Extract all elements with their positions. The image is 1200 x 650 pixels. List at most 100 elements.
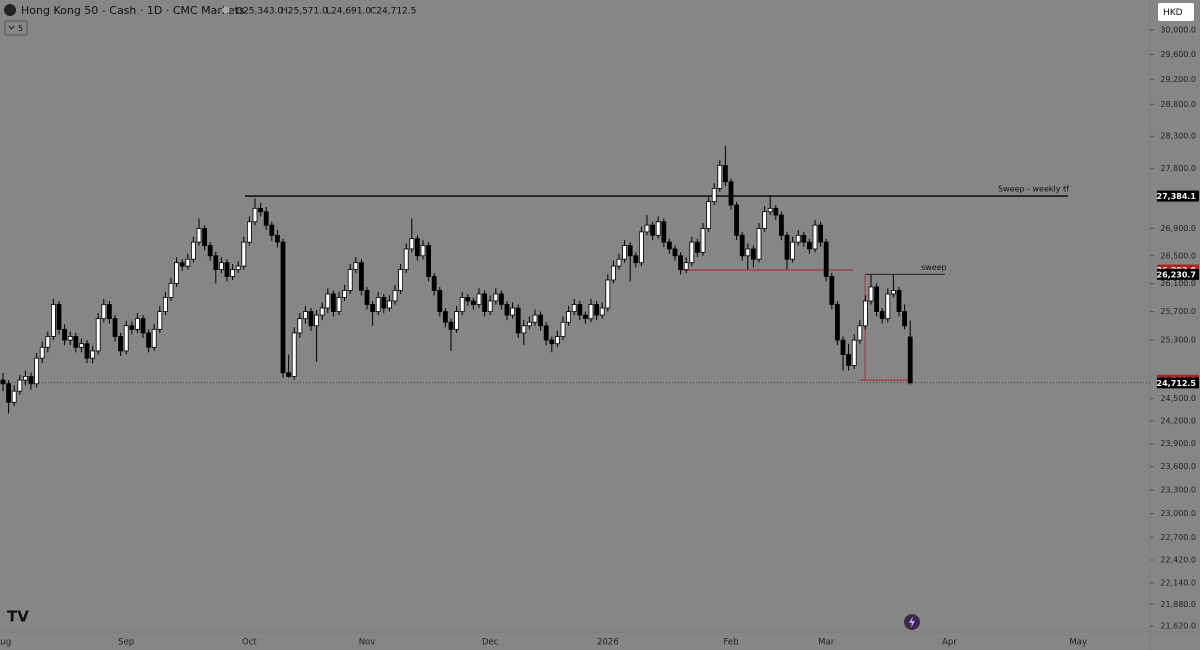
candle-body	[566, 311, 571, 323]
candle-body	[73, 336, 79, 348]
x-tick-label: Aug	[0, 638, 11, 648]
indicator-toggle[interactable]	[4, 20, 28, 36]
candle-body	[667, 241, 672, 250]
candle-body	[51, 304, 56, 337]
candle-body	[112, 318, 118, 337]
candle-body	[907, 336, 913, 384]
candle-body	[700, 228, 706, 253]
candle-body	[650, 224, 655, 236]
price-label: 24,712.5	[1157, 379, 1197, 388]
candle-body	[515, 307, 521, 334]
candle-body	[17, 379, 23, 392]
candle-body	[487, 300, 493, 312]
candle-body	[409, 238, 415, 250]
candle-body	[840, 339, 846, 355]
y-tick-label: 22,700.0	[1160, 533, 1196, 542]
candle-body	[67, 336, 73, 341]
candle-body	[95, 318, 101, 352]
candle-body	[386, 300, 392, 309]
symbol-title[interactable]: Hong Kong 50 - Cash · 1D · CMC Markets	[21, 4, 245, 17]
candle-body	[655, 221, 661, 236]
x-tick-label: Dec	[482, 638, 499, 648]
y-tick-label: 27,800.0	[1160, 164, 1196, 173]
currency-button[interactable]	[1158, 3, 1194, 21]
candle-body	[370, 304, 376, 312]
candle-body	[11, 390, 17, 403]
y-tick-label: 23,300.0	[1160, 485, 1196, 494]
candle-body	[291, 332, 297, 377]
x-tick-label: Sep	[118, 638, 134, 648]
candle-body	[123, 325, 129, 352]
candle-body	[812, 224, 818, 250]
candle-body	[879, 311, 885, 320]
candle-body	[258, 207, 264, 213]
candle-body	[151, 328, 157, 348]
y-tick-label: 21,880.0	[1160, 600, 1196, 609]
price-label-box	[1157, 268, 1199, 280]
candle-body	[661, 221, 667, 243]
candle-body	[896, 290, 902, 312]
candle-body	[734, 204, 739, 236]
candle-body	[818, 224, 823, 243]
candle-body	[62, 328, 67, 341]
symbol-icon	[4, 4, 16, 16]
candle-body	[336, 297, 342, 312]
ohlc-open: O25,343.0	[236, 7, 283, 17]
candle-body	[549, 339, 555, 345]
candle-body	[364, 290, 370, 305]
x-tick-label: Nov	[359, 638, 376, 648]
candle-body	[532, 314, 538, 323]
y-tick-label: 24,500.0	[1160, 394, 1196, 403]
indicator-count: 5	[18, 24, 23, 33]
candle-body	[381, 297, 387, 309]
candle-body	[627, 245, 633, 257]
candle-body	[0, 379, 6, 385]
candle-body	[633, 255, 639, 264]
candle-body	[689, 241, 695, 264]
candle-body	[107, 304, 112, 320]
ohlc-close: C24,712.5	[370, 7, 416, 17]
candle-body	[723, 164, 728, 183]
y-tick-label: 26,900.0	[1160, 224, 1196, 233]
candle-body	[319, 307, 325, 316]
candle-body	[22, 376, 28, 381]
candle-body	[823, 241, 829, 277]
candle-body	[599, 307, 605, 316]
candle-body	[857, 325, 863, 341]
candle-body	[246, 221, 252, 243]
candle-body	[885, 293, 891, 320]
candle-body	[56, 304, 62, 330]
candle-body	[902, 311, 907, 327]
candle-body	[269, 224, 275, 236]
candle-body	[45, 336, 51, 348]
candle-body	[683, 262, 689, 270]
tv-logo: TV	[7, 608, 29, 626]
candle-body	[807, 241, 812, 250]
status-dot	[222, 6, 230, 14]
candle-body	[442, 311, 448, 323]
candle-body	[308, 311, 314, 327]
candle-body	[588, 304, 594, 320]
candle-body	[543, 325, 549, 341]
y-tick-label: 23,900.0	[1160, 439, 1196, 448]
header: Hong Kong 50 - Cash · 1D · CMC Markets O…	[4, 4, 416, 36]
candle-body	[392, 290, 398, 302]
candle-body	[555, 336, 560, 345]
candle-body	[767, 207, 773, 213]
y-tick-label: 23,000.0	[1160, 509, 1196, 518]
candle-body	[286, 372, 292, 377]
price-label: 27,384.1	[1157, 192, 1197, 201]
candle-body	[465, 297, 471, 302]
candle-body	[863, 300, 868, 327]
candle-body	[891, 290, 896, 295]
candle-body	[504, 304, 510, 316]
candle-body	[835, 304, 840, 341]
candle-body	[622, 245, 627, 260]
candle-body	[39, 346, 45, 359]
candle-body	[611, 265, 616, 281]
candle-body	[403, 248, 409, 270]
candle-body	[224, 262, 230, 277]
candle-body	[162, 297, 168, 312]
candle-body	[616, 258, 622, 267]
x-tick-label: 2026	[597, 638, 619, 648]
